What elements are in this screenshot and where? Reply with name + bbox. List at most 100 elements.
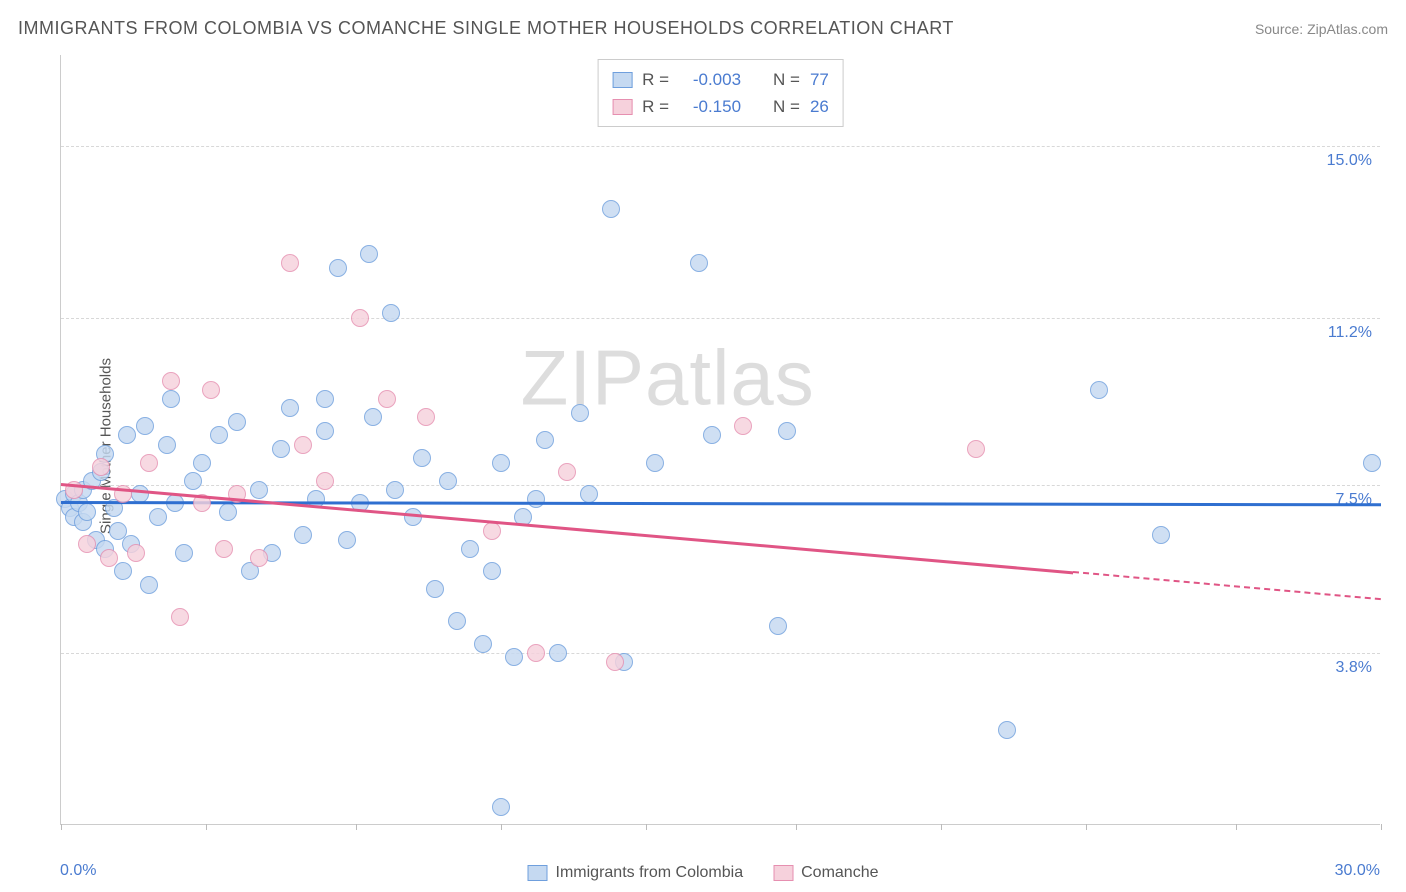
x-tick <box>1381 824 1382 830</box>
x-axis-min-label: 0.0% <box>60 862 96 880</box>
data-point <box>439 472 457 490</box>
data-point <box>193 454 211 472</box>
x-tick <box>356 824 357 830</box>
data-point <box>998 721 1016 739</box>
data-point <box>127 544 145 562</box>
data-point <box>580 485 598 503</box>
chart-title: IMMIGRANTS FROM COLOMBIA VS COMANCHE SIN… <box>18 18 954 39</box>
legend-stat-row: R =-0.150N =26 <box>612 93 829 120</box>
data-point <box>378 390 396 408</box>
data-point <box>606 653 624 671</box>
data-point <box>92 458 110 476</box>
data-point <box>505 648 523 666</box>
grid-line <box>61 318 1380 319</box>
n-label: N = <box>773 66 800 93</box>
data-point <box>360 245 378 263</box>
data-point <box>162 390 180 408</box>
data-point <box>281 399 299 417</box>
grid-line <box>61 653 1380 654</box>
trend-line-extrapolated <box>1073 571 1381 600</box>
data-point <box>100 549 118 567</box>
y-grid-label: 11.2% <box>1328 324 1372 342</box>
data-point <box>474 635 492 653</box>
data-point <box>210 426 228 444</box>
data-point <box>483 522 501 540</box>
data-point <box>338 531 356 549</box>
data-point <box>364 408 382 426</box>
data-point <box>316 422 334 440</box>
watermark: ZIPatlas <box>521 332 815 423</box>
data-point <box>386 481 404 499</box>
data-point <box>703 426 721 444</box>
n-value: 26 <box>810 93 829 120</box>
data-point <box>571 404 589 422</box>
data-point <box>78 503 96 521</box>
grid-line <box>61 146 1380 147</box>
data-point <box>219 503 237 521</box>
data-point <box>351 309 369 327</box>
data-point <box>646 454 664 472</box>
legend-swatch <box>612 99 632 115</box>
data-point <box>171 608 189 626</box>
data-point <box>272 440 290 458</box>
data-point <box>316 390 334 408</box>
title-bar: IMMIGRANTS FROM COLOMBIA VS COMANCHE SIN… <box>18 18 1388 39</box>
x-axis-max-label: 30.0% <box>1335 862 1380 880</box>
data-point <box>202 381 220 399</box>
data-point <box>602 200 620 218</box>
data-point <box>228 413 246 431</box>
data-point <box>294 436 312 454</box>
legend-series-item: Comanche <box>773 864 878 882</box>
data-point <box>527 490 545 508</box>
x-tick <box>206 824 207 830</box>
data-point <box>461 540 479 558</box>
data-point <box>136 417 154 435</box>
data-point <box>250 549 268 567</box>
data-point <box>250 481 268 499</box>
x-tick <box>941 824 942 830</box>
data-point <box>536 431 554 449</box>
x-tick <box>646 824 647 830</box>
data-point <box>690 254 708 272</box>
r-label: R = <box>642 93 669 120</box>
x-tick <box>796 824 797 830</box>
data-point <box>382 304 400 322</box>
x-tick <box>1236 824 1237 830</box>
x-tick <box>501 824 502 830</box>
y-grid-label: 3.8% <box>1336 659 1372 677</box>
legend-series-label: Comanche <box>801 864 878 882</box>
data-point <box>558 463 576 481</box>
legend-swatch <box>612 72 632 88</box>
data-point <box>1363 454 1381 472</box>
data-point <box>527 644 545 662</box>
data-point <box>1090 381 1108 399</box>
data-point <box>140 454 158 472</box>
data-point <box>175 544 193 562</box>
data-point <box>448 612 466 630</box>
data-point <box>967 440 985 458</box>
data-point <box>294 526 312 544</box>
data-point <box>492 454 510 472</box>
data-point <box>483 562 501 580</box>
r-value: -0.003 <box>679 66 741 93</box>
data-point <box>492 798 510 816</box>
data-point <box>184 472 202 490</box>
trend-line <box>61 483 1073 574</box>
data-point <box>149 508 167 526</box>
data-point <box>281 254 299 272</box>
legend-series-item: Immigrants from Colombia <box>528 864 744 882</box>
y-grid-label: 15.0% <box>1327 152 1372 170</box>
data-point <box>158 436 176 454</box>
data-point <box>114 562 132 580</box>
n-value: 77 <box>810 66 829 93</box>
legend-swatch <box>528 865 548 881</box>
data-point <box>404 508 422 526</box>
legend-stat-row: R = -0.003 N = 77 <box>612 66 829 93</box>
x-tick <box>1086 824 1087 830</box>
data-point <box>769 617 787 635</box>
data-point <box>778 422 796 440</box>
data-point <box>78 535 96 553</box>
r-label: R = <box>642 66 669 93</box>
x-tick <box>61 824 62 830</box>
scatter-plot: R = -0.003 N = 77R =-0.150N =26 ZIPatlas 3.… <box>60 55 1380 825</box>
